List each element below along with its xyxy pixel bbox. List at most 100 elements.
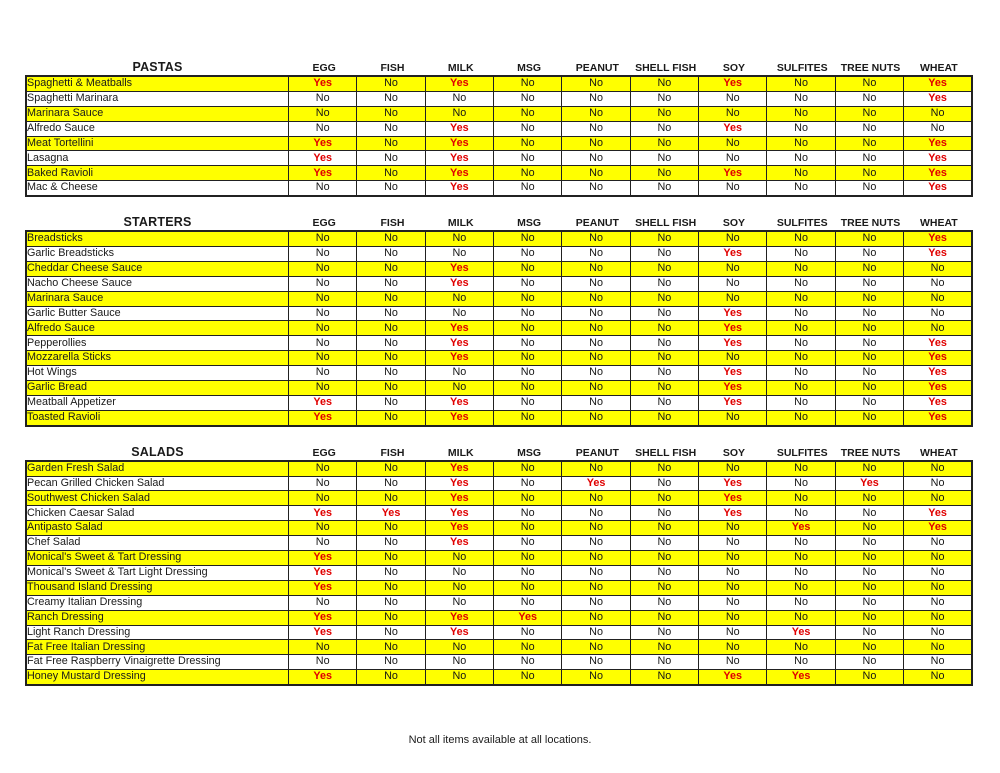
allergen-value-cell: No bbox=[561, 594, 631, 611]
allergen-value-cell: No bbox=[561, 669, 631, 686]
allergen-value-cell: No bbox=[493, 520, 563, 537]
allergen-value-cell: No bbox=[629, 594, 700, 611]
column-header-fish: FISH bbox=[380, 446, 405, 459]
allergen-value-cell: No bbox=[356, 520, 426, 537]
allergen-value-cell: No bbox=[629, 335, 700, 352]
allergen-value-cell: No bbox=[561, 290, 631, 307]
column-header-soy: SOY bbox=[722, 62, 746, 74]
allergen-value-cell: No bbox=[493, 579, 563, 596]
allergen-value-cell: Yes bbox=[766, 520, 836, 537]
table-row: Garlic Butter Sauce No No No No No No Yes No No No bbox=[25, 305, 973, 322]
allergen-value-cell: No bbox=[493, 105, 563, 122]
allergen-value-cell: No bbox=[493, 335, 563, 352]
allergen-value-cell: No bbox=[356, 609, 426, 626]
allergen-value-cell: Yes bbox=[698, 120, 768, 137]
item-name-cell: Marinara Sauce bbox=[25, 290, 289, 307]
allergen-value-cell: Yes bbox=[424, 275, 495, 292]
allergen-value-cell: No bbox=[766, 654, 836, 671]
allergen-value-cell: No bbox=[561, 105, 631, 122]
allergen-value-cell: No bbox=[698, 350, 768, 367]
allergen-value-cell: No bbox=[424, 639, 495, 656]
table-row: Hot Wings No No No No No No Yes No No Yes bbox=[25, 365, 973, 382]
allergen-value-cell: Yes bbox=[287, 609, 358, 626]
allergen-value-cell: No bbox=[356, 230, 426, 248]
allergen-value-cell: No bbox=[698, 90, 768, 107]
allergen-value-cell: No bbox=[561, 520, 631, 537]
allergen-value-cell: No bbox=[356, 320, 426, 337]
allergen-table: Garden Fresh Salad No No Yes No No No No No No No P… bbox=[25, 459, 973, 687]
table-row: Mozzarella Sticks No No Yes No No No No No No Yes bbox=[25, 350, 973, 367]
allergen-value-cell: No bbox=[356, 380, 426, 396]
allergen-value-cell: No bbox=[834, 150, 905, 167]
allergen-value-cell: No bbox=[561, 380, 631, 396]
allergen-value-cell: No bbox=[698, 290, 768, 307]
allergen-value-cell: No bbox=[834, 409, 905, 427]
allergen-value-cell: No bbox=[493, 275, 563, 292]
allergen-value-cell: No bbox=[629, 350, 700, 367]
allergen-value-cell: No bbox=[903, 624, 973, 641]
allergen-value-cell: No bbox=[287, 260, 358, 277]
column-header-egg: EGG bbox=[312, 446, 336, 459]
allergen-value-cell: No bbox=[493, 290, 563, 307]
header-row: STARTERS EGG FISH MILK MSG PEANUT SHELL FISH SO… bbox=[25, 212, 973, 229]
allergen-value-cell: No bbox=[561, 305, 631, 322]
allergen-value-cell: Yes bbox=[424, 165, 495, 182]
table-row: Monical's Sweet & Tart Light Dressing Yes… bbox=[25, 564, 973, 581]
column-header-tree-nuts: TREE NUTS bbox=[840, 446, 901, 459]
allergen-value-cell: No bbox=[287, 180, 358, 197]
allergen-value-cell: No bbox=[424, 669, 495, 686]
allergen-value-cell: No bbox=[356, 150, 426, 167]
allergen-value-cell: Yes bbox=[424, 320, 495, 337]
column-header-sulfites: SULFITES bbox=[776, 446, 828, 459]
allergen-value-cell: No bbox=[766, 120, 836, 137]
allergen-value-cell: No bbox=[356, 579, 426, 596]
allergen-value-cell: No bbox=[766, 380, 836, 396]
allergen-value-cell: No bbox=[834, 165, 905, 182]
allergen-value-cell: No bbox=[629, 475, 700, 492]
column-header-peanut: PEANUT bbox=[575, 446, 619, 459]
allergen-value-cell: No bbox=[356, 475, 426, 492]
allergen-value-cell: Yes bbox=[424, 624, 495, 641]
allergen-value-cell: No bbox=[356, 535, 426, 552]
item-name-cell: Southwest Chicken Salad bbox=[25, 490, 289, 507]
table-row: Spaghetti & Meatballs Yes No Yes No No No Yes No… bbox=[25, 75, 973, 92]
allergen-value-cell: No bbox=[834, 275, 905, 292]
allergen-value-cell: No bbox=[834, 669, 905, 686]
allergen-value-cell: No bbox=[287, 460, 358, 477]
allergen-value-cell: No bbox=[561, 275, 631, 292]
allergen-value-cell: No bbox=[834, 230, 905, 248]
allergen-value-cell: No bbox=[561, 350, 631, 367]
allergen-value-cell: No bbox=[834, 460, 905, 477]
allergen-value-cell: No bbox=[493, 475, 563, 492]
allergen-value-cell: Yes bbox=[903, 380, 973, 396]
allergen-value-cell: No bbox=[903, 460, 973, 477]
column-header-shell-fish: SHELL FISH bbox=[635, 62, 697, 74]
allergen-value-cell: Yes bbox=[698, 165, 768, 182]
allergen-value-cell: Yes bbox=[287, 135, 358, 152]
allergen-value-cell: No bbox=[834, 350, 905, 367]
allergen-value-cell: No bbox=[356, 654, 426, 671]
allergen-value-cell: Yes bbox=[287, 624, 358, 641]
allergen-value-cell: No bbox=[629, 520, 700, 537]
allergen-value-cell: No bbox=[356, 365, 426, 382]
allergen-value-cell: No bbox=[698, 409, 768, 427]
column-header-wheat: WHEAT bbox=[919, 446, 958, 459]
allergen-value-cell: No bbox=[561, 260, 631, 277]
allergen-value-cell: No bbox=[698, 520, 768, 537]
item-name-cell: Thousand Island Dressing bbox=[25, 579, 289, 596]
allergen-value-cell: No bbox=[766, 90, 836, 107]
allergen-value-cell: No bbox=[493, 180, 563, 197]
item-name-cell: Toasted Ravioli bbox=[25, 409, 289, 427]
allergen-value-cell: No bbox=[834, 394, 905, 411]
allergen-value-cell: Yes bbox=[424, 150, 495, 167]
allergen-value-cell: No bbox=[493, 624, 563, 641]
table-row: Honey Mustard Dressing Yes No No No No No Yes Ye… bbox=[25, 669, 973, 686]
allergen-value-cell: No bbox=[424, 380, 495, 396]
allergen-value-cell: No bbox=[698, 609, 768, 626]
allergen-value-cell: Yes bbox=[698, 490, 768, 507]
allergen-value-cell: No bbox=[629, 165, 700, 182]
allergen-value-cell: No bbox=[698, 260, 768, 277]
allergen-value-cell: No bbox=[561, 150, 631, 167]
allergen-value-cell: No bbox=[629, 639, 700, 656]
allergen-value-cell: No bbox=[561, 335, 631, 352]
